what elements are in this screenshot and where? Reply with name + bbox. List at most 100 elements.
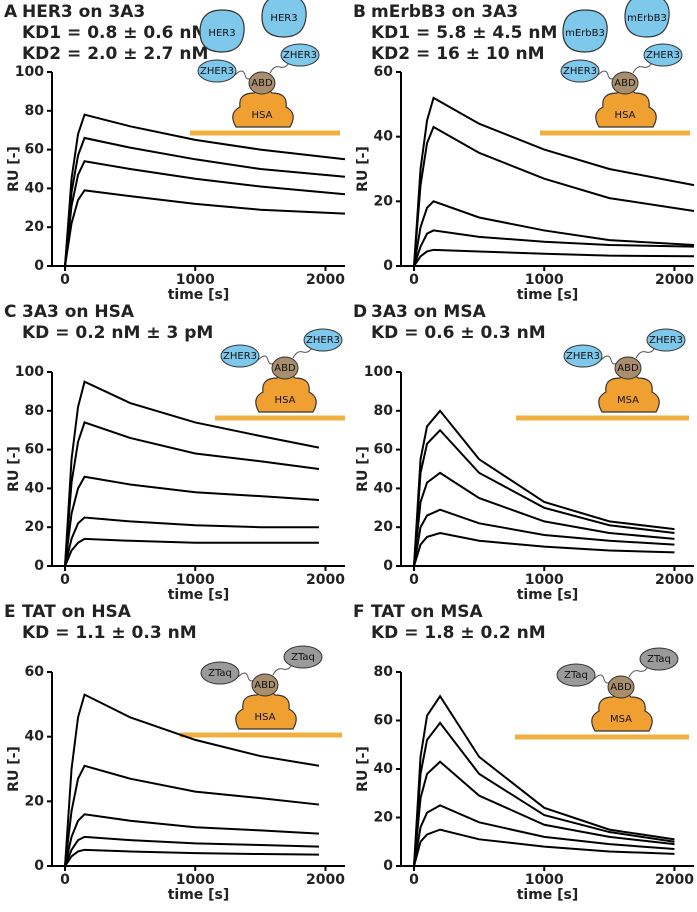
x-tick-label: 2000 [306,572,345,588]
abd-label: ABD [610,682,632,693]
y-tick-label: 80 [25,103,45,119]
y-axis-label: RU [-] [355,146,371,192]
panel-letter: D [353,302,367,322]
kd-value: KD = 1.1 ± 0.3 nM [22,623,197,643]
x-tick-label: 1000 [176,272,215,288]
base-protein-label: MSA [617,395,639,406]
abd-domain [251,673,279,697]
x-tick-label: 1000 [176,872,215,888]
curve [401,248,695,267]
y-tick-label: 0 [34,258,44,274]
kd-value: KD2 = 16 ± 10 nM [371,44,545,64]
x-tick-label: 1000 [525,872,564,888]
y-axis-label: RU [-] [355,746,371,792]
curve [401,828,675,867]
x-tick-label: 1000 [525,572,564,588]
abd-label: ABD [251,78,273,89]
base-protein-label: HSA [275,395,296,406]
y-tick-label: 20 [374,810,394,826]
abd-label: ABD [614,78,636,89]
panel-title: 3A3 on HSA [22,302,135,322]
y-axis-label: RU [-] [6,746,22,792]
y-tick-label: 60 [374,64,394,80]
abd-label: ABD [254,680,276,691]
y-tick-label: 0 [383,558,393,574]
abd-domain [607,675,635,699]
x-tick-label: 0 [60,572,70,588]
curve [401,125,695,267]
curve [52,475,320,567]
panel-title: 3A3 on MSA [371,302,487,322]
abd-domain [611,71,639,95]
y-tick-label: 80 [374,403,394,419]
panel-letter: B [353,2,366,22]
domain-large-label: mErbB3 [627,13,667,24]
x-tick-label: 2000 [306,872,345,888]
domain-large-label: HER3 [208,28,235,39]
curve [401,804,675,867]
y-tick-label: 20 [25,519,45,535]
y-tick-label: 60 [374,713,394,729]
base-protein-label: HSA [252,110,273,121]
z-domain [220,344,260,368]
curve [52,421,320,567]
y-tick-label: 60 [374,442,394,458]
curve [401,229,695,267]
z-domain-label: ZTaq [291,652,315,663]
x-tick-label: 0 [409,272,419,288]
curve [401,760,675,867]
y-tick-label: 40 [25,180,45,196]
panel-title: TAT on MSA [371,602,483,622]
x-axis-label: time [s] [517,587,579,603]
z-domain-label: ZHER3 [223,351,257,362]
y-tick-label: 40 [25,480,45,496]
abd-domain [614,356,642,380]
z-domain [639,647,679,671]
z-domain [280,43,320,67]
panel-letter: E [4,602,16,622]
y-tick-label: 80 [25,403,45,419]
x-axis-label: time [s] [168,287,230,303]
domain-large [199,9,245,53]
curve [52,160,346,267]
z-domain-label: ZTaq [647,654,671,665]
panel-letter: F [353,602,365,622]
x-tick-label: 2000 [306,272,345,288]
base-protein-label: MSA [610,714,632,725]
y-axis-label: RU [-] [355,446,371,492]
x-axis-label: time [s] [517,287,579,303]
x-axis-label: time [s] [168,587,230,603]
curve [52,537,319,567]
z-domain [643,43,683,67]
curve [52,813,320,867]
z-domain-label: ZTaq [208,668,232,679]
y-tick-label: 100 [15,364,44,380]
z-domain-label: ZHER3 [649,335,683,346]
curve [401,508,675,567]
abd-label: ABD [274,363,296,374]
kd-value: KD = 0.6 ± 0.3 nM [371,323,546,343]
kd-value: KD1 = 0.8 ± 0.6 nM [22,23,208,43]
y-tick-label: 40 [374,129,394,145]
z-domain-label: ZHER3 [646,50,680,61]
panel-title: mErbB3 on 3A3 [371,2,518,22]
kd-value: KD1 = 5.8 ± 4.5 nM [371,23,557,43]
domain-large [261,0,307,38]
domain-large [562,9,608,53]
y-axis-label: RU [-] [6,146,22,192]
panel-title: TAT on HSA [22,602,132,622]
y-tick-label: 40 [374,761,394,777]
curve [52,835,319,867]
z-domain-label: ZHER3 [200,66,234,77]
curve [52,693,320,867]
x-tick-label: 2000 [655,272,694,288]
y-tick-label: 40 [374,480,394,496]
x-tick-label: 2000 [655,872,694,888]
x-tick-label: 1000 [176,572,215,588]
panel-letter: C [4,302,16,322]
curve [401,200,695,267]
